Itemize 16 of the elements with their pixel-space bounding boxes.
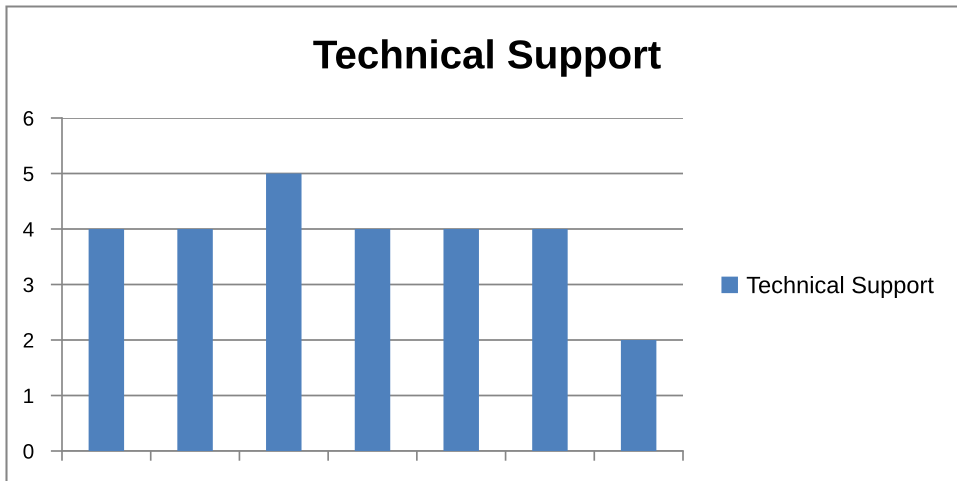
chart-title: Technical Support — [313, 39, 661, 77]
bar — [266, 174, 302, 451]
bar — [88, 229, 124, 451]
bar — [443, 229, 479, 451]
y-tick-label: 3 — [23, 278, 34, 292]
y-tick-label: 2 — [24, 333, 34, 348]
bar — [620, 340, 656, 451]
bar — [177, 229, 213, 451]
y-tick-label: 6 — [24, 111, 34, 126]
y-tick-label: 4 — [23, 222, 34, 237]
y-tick-label: 1 — [24, 388, 34, 404]
y-tick-label: 0 — [23, 444, 34, 459]
bar — [532, 229, 568, 451]
bar — [354, 229, 390, 451]
legend-label: Technical Support — [746, 276, 934, 298]
y-tick-label: 5 — [23, 166, 34, 182]
